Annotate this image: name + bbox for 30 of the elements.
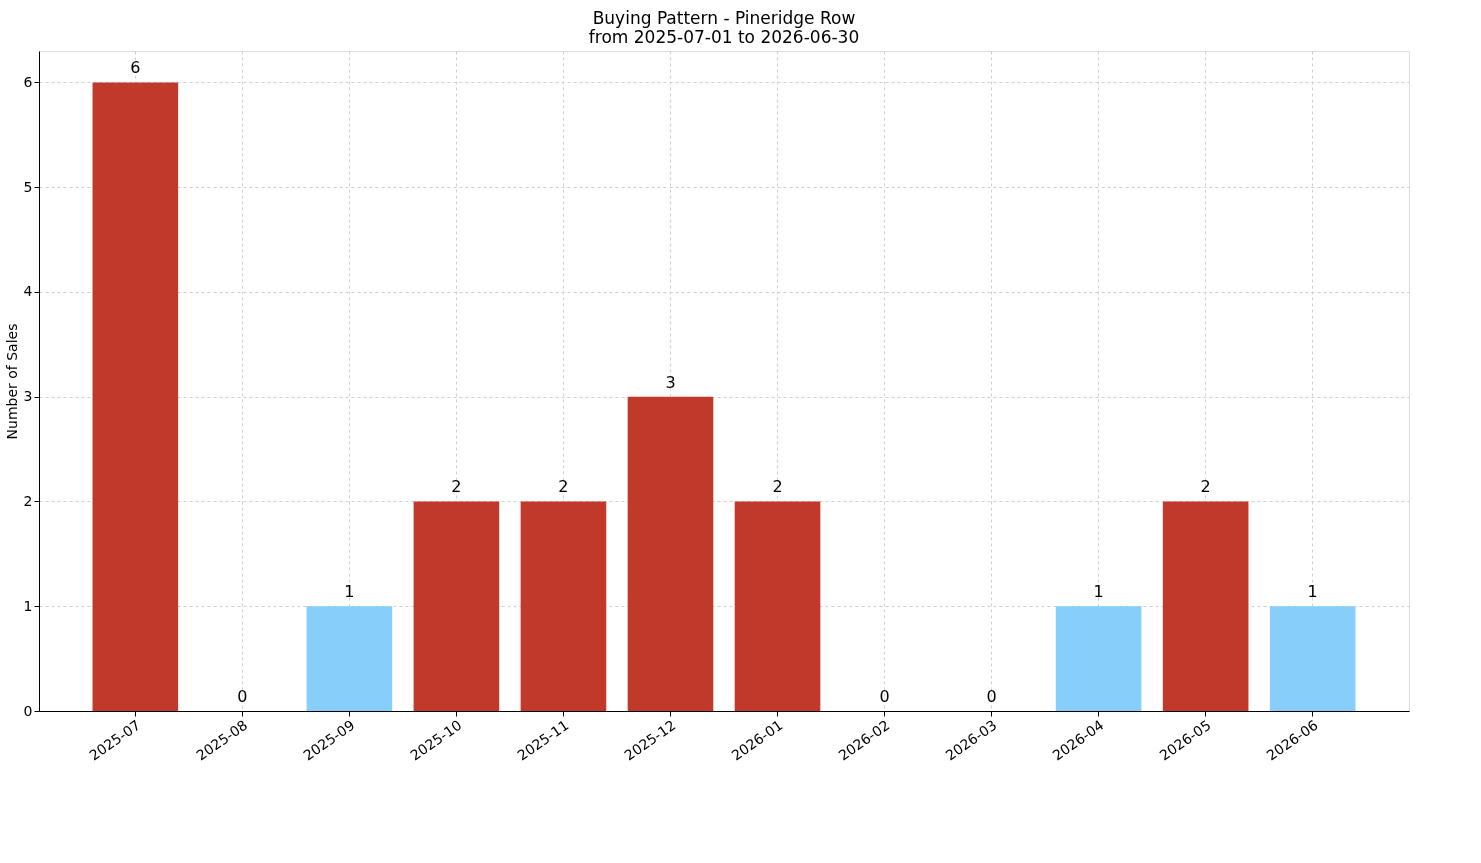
y-tick-label: 0 (23, 702, 33, 719)
bar (413, 501, 500, 711)
bar (1162, 501, 1249, 711)
data-label: 2 (1200, 477, 1211, 497)
data-label: 1 (1307, 582, 1318, 602)
bar (627, 396, 714, 711)
chart-title: Buying Pattern - Pineridge Row from 2025-07-01 to 2026-06-30 (588, 8, 860, 47)
data-label: 0 (237, 687, 248, 706)
data-label: 1 (1093, 582, 1104, 602)
bar (1269, 606, 1356, 711)
y-tick-label: 5 (23, 178, 33, 195)
bar (306, 606, 393, 711)
data-label: 2 (772, 477, 783, 497)
data-label: 0 (986, 687, 997, 706)
bar (92, 82, 179, 711)
data-label: 1 (344, 582, 355, 602)
data-label: 2 (451, 477, 462, 497)
y-tick-label: 4 (23, 283, 33, 300)
y-axis-title: Number of Sales (3, 323, 20, 440)
data-label: 6 (130, 58, 141, 78)
y-tick-label: 2 (23, 492, 33, 509)
y-tick-label: 1 (23, 597, 33, 614)
y-tick-label: 3 (23, 388, 33, 405)
data-label: 2 (558, 477, 569, 497)
bar (734, 501, 821, 711)
data-label: 0 (879, 687, 890, 706)
bar (520, 501, 607, 711)
y-tick-label: 6 (23, 73, 33, 90)
bar (1055, 606, 1142, 711)
data-label: 3 (665, 372, 676, 392)
